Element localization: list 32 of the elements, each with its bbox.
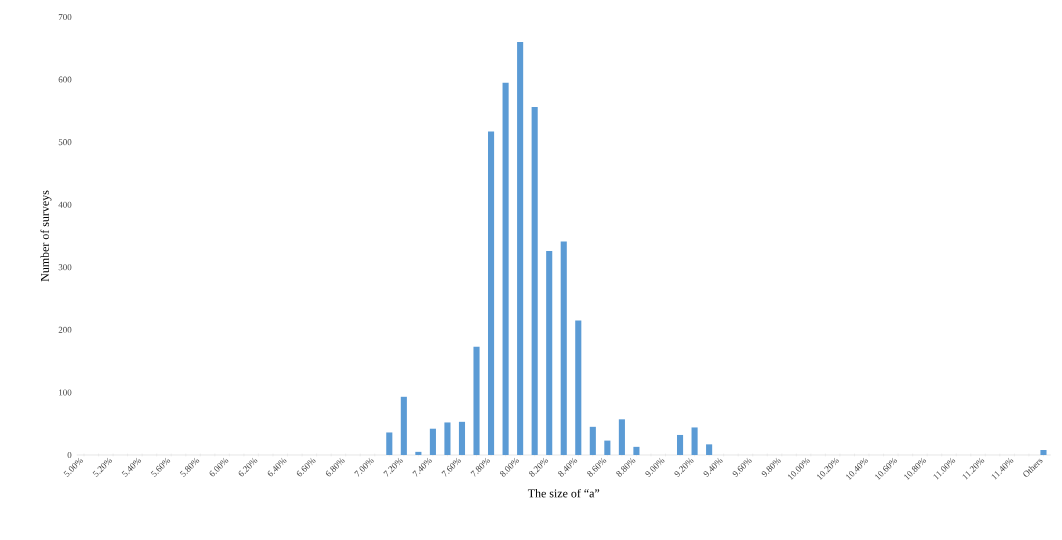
bar — [517, 42, 524, 455]
bar — [633, 446, 640, 455]
bar — [691, 427, 698, 455]
bar — [618, 419, 625, 455]
bar — [444, 422, 451, 455]
y-axis-title: Number of surveys — [40, 190, 52, 282]
x-axis-title: The size of “a” — [527, 488, 600, 498]
bar — [575, 320, 582, 455]
bar — [458, 421, 466, 455]
y-tick-label: 0 — [67, 451, 72, 459]
bar — [589, 426, 596, 455]
bar — [502, 82, 509, 455]
y-tick-label: 100 — [59, 389, 72, 396]
bar — [429, 428, 436, 455]
bar — [488, 131, 495, 455]
bar — [560, 241, 567, 455]
bar — [604, 440, 611, 455]
y-tick-label: 700 — [58, 13, 72, 21]
y-tick-label: 500 — [58, 139, 72, 146]
bar — [531, 107, 538, 455]
y-tick-label: 200 — [58, 326, 72, 333]
y-tick-label: 600 — [58, 76, 72, 83]
bar — [386, 432, 393, 455]
bar — [400, 396, 407, 455]
bar — [676, 434, 684, 455]
bar — [473, 346, 480, 455]
bar — [415, 451, 422, 455]
bar — [706, 444, 713, 455]
bar — [546, 251, 553, 455]
y-tick-label: 400 — [58, 201, 72, 208]
y-tick-label: 300 — [58, 264, 72, 271]
bar — [1040, 449, 1047, 455]
